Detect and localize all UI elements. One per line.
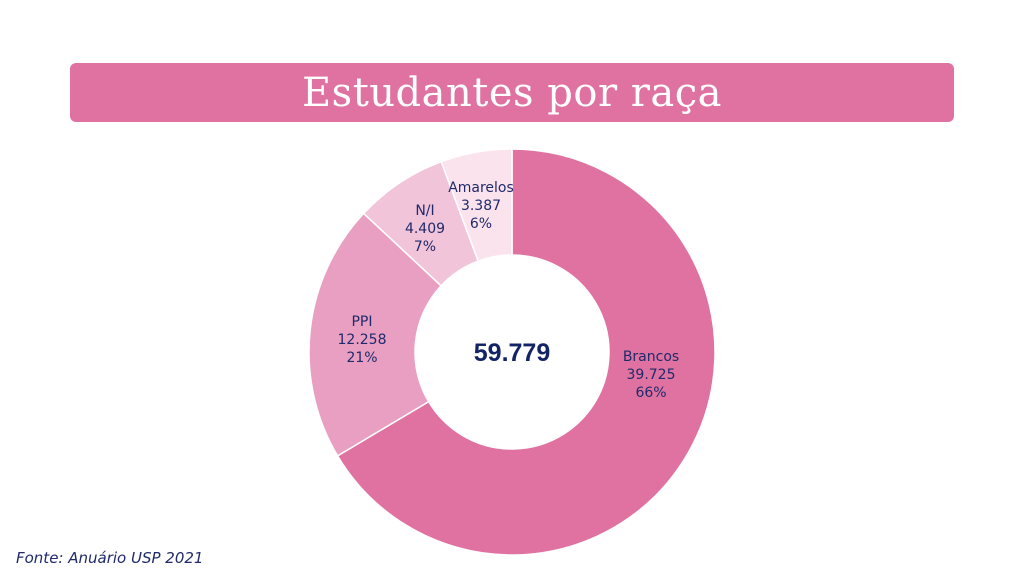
- center-total: 59.779: [474, 339, 550, 367]
- slice-ppi: [308, 212, 443, 457]
- value-label-amarelos: 3.387: [461, 198, 501, 214]
- source-note: Fonte: Anuário USP 2021: [16, 549, 204, 567]
- chart-title: Estudantes por raça: [301, 69, 722, 116]
- percent-label-amarelos: 6%: [470, 216, 492, 232]
- slice-brancos: [336, 148, 716, 556]
- category-label-brancos: Brancos: [623, 349, 679, 365]
- category-label-n-i: N/I: [415, 203, 434, 219]
- value-label-brancos: 39.725: [627, 367, 676, 383]
- slice-amarelos: [440, 148, 513, 263]
- category-label-amarelos: Amarelos: [448, 180, 514, 196]
- percent-label-brancos: 66%: [635, 385, 666, 401]
- category-label-ppi: PPI: [351, 314, 372, 330]
- percent-label-n-i: 7%: [414, 239, 436, 255]
- percent-label-ppi: 21%: [346, 350, 377, 366]
- value-label-ppi: 12.258: [338, 332, 387, 348]
- title-bar: Estudantes por raça: [70, 63, 954, 122]
- value-label-n-i: 4.409: [405, 221, 445, 237]
